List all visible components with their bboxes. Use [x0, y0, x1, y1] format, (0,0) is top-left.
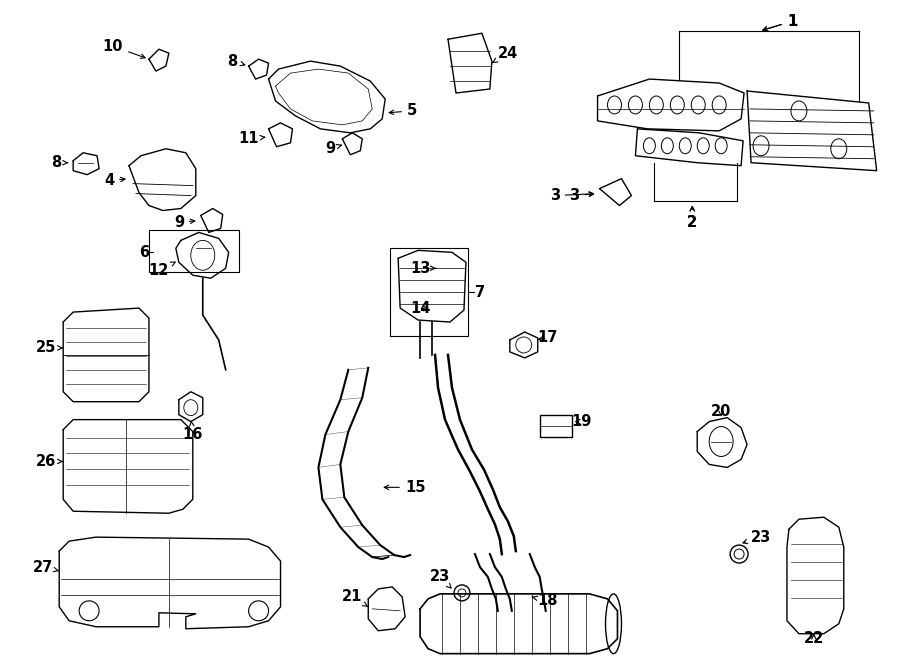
Bar [148, 231, 238, 272]
Text: 15: 15 [384, 480, 426, 495]
Text: 8: 8 [228, 54, 245, 69]
Text: 1: 1 [763, 14, 797, 31]
Text: 27: 27 [33, 559, 58, 574]
Text: 23: 23 [430, 570, 451, 588]
Text: 1: 1 [763, 14, 797, 31]
Text: 8: 8 [51, 155, 68, 171]
Text: 7: 7 [475, 285, 485, 299]
Text: 21: 21 [342, 590, 368, 607]
Text: 23: 23 [742, 529, 771, 545]
Text: 4: 4 [104, 173, 125, 188]
Text: 13: 13 [410, 260, 436, 276]
Text: 19: 19 [572, 414, 592, 429]
Text: 25: 25 [36, 340, 62, 356]
Text: 11: 11 [238, 132, 265, 146]
Text: 2: 2 [688, 206, 698, 230]
Text: 26: 26 [36, 454, 62, 469]
Text: 17: 17 [537, 330, 558, 346]
Text: 22: 22 [804, 631, 824, 646]
Bar [540, 414, 572, 436]
Text: 24: 24 [492, 46, 517, 63]
Text: 9: 9 [325, 141, 341, 156]
Text: 3: 3 [550, 188, 593, 203]
Text: 2: 2 [688, 206, 698, 230]
Text: 12: 12 [148, 262, 176, 278]
Text: 14: 14 [410, 301, 430, 315]
Text: 10: 10 [103, 39, 145, 58]
Text: 5: 5 [389, 103, 418, 118]
Text: 3: 3 [570, 188, 593, 203]
Text: 9: 9 [174, 215, 194, 230]
Text: 16: 16 [183, 421, 203, 442]
Text: 20: 20 [711, 404, 732, 419]
Text: 6: 6 [139, 245, 148, 260]
Text: 18: 18 [532, 594, 558, 608]
Bar [391, 249, 468, 336]
